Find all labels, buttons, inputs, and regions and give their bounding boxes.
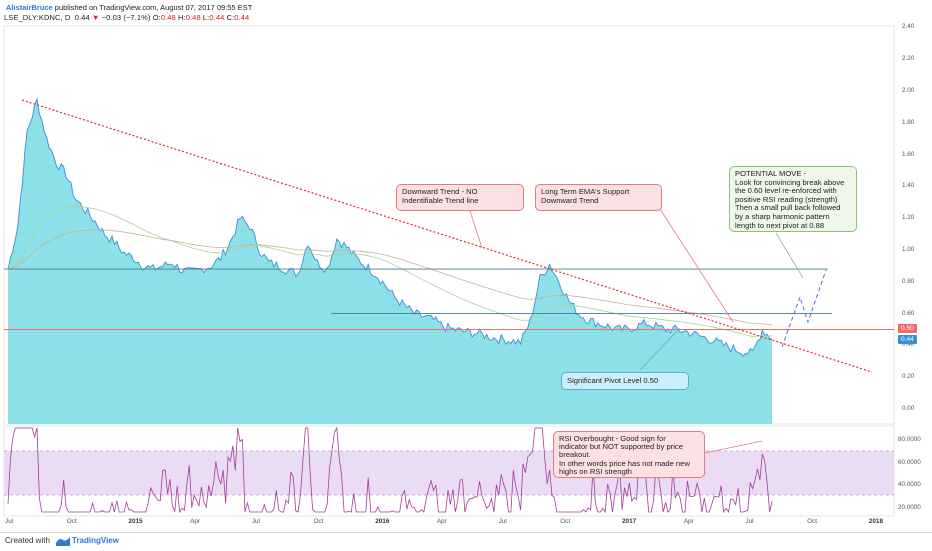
time-axis-label: Jul bbox=[251, 518, 260, 525]
ohlc-open: 0.48 bbox=[160, 13, 176, 22]
price-line bbox=[7, 97, 773, 357]
note-potential-move[interactable]: POTENTIAL MOVE - Look for convincing bre… bbox=[729, 166, 857, 232]
time-axis-label: Jul bbox=[745, 518, 754, 525]
price-axis-label: 2.00 bbox=[902, 87, 915, 94]
time-axis-label: 2018 bbox=[868, 518, 884, 525]
ohlc-close: 0.44 bbox=[234, 13, 250, 22]
publish-line: AlistairBruce published on TradingView.c… bbox=[6, 3, 252, 12]
callout-ema bbox=[659, 208, 734, 323]
ohlc-h-label: H: bbox=[178, 13, 186, 22]
note-ema-support[interactable]: Long Term EMA's Support Downward Trend bbox=[535, 184, 662, 211]
time-axis-label: Apr bbox=[683, 518, 694, 525]
price-tag-level: 0.50 bbox=[898, 324, 917, 333]
callout-downtrend bbox=[469, 210, 483, 249]
down-triangle-icon: ▼ bbox=[91, 13, 100, 22]
time-axis-label: Apr bbox=[436, 518, 447, 525]
time-axis-label: Oct bbox=[313, 518, 324, 525]
tradingview-logo-icon bbox=[56, 537, 70, 546]
price-axis-label: 0.80 bbox=[902, 277, 915, 285]
time-axis-label: 2015 bbox=[128, 518, 143, 525]
publish-info: published on TradingView.com, August 07,… bbox=[52, 3, 253, 12]
price-change: −0.03 (−7.1%) bbox=[101, 13, 151, 22]
ohlc-low: 0.44 bbox=[209, 13, 225, 22]
callout-rsi bbox=[704, 440, 763, 454]
symbol-line: LSE_DLY:KDNC, D 0.44 ▼ −0.03 (−7.1%) O:0… bbox=[4, 13, 249, 22]
downtrend-line[interactable] bbox=[21, 99, 873, 373]
time-axis-label: Jul bbox=[5, 518, 14, 525]
rsi-axis-label: 40.0000 bbox=[898, 481, 921, 488]
chart-header: AlistairBruce published on TradingView.c… bbox=[0, 0, 932, 26]
price-axis-label: 1.20 bbox=[902, 214, 915, 222]
ohlc-l-label: L: bbox=[202, 13, 210, 22]
time-axis-label: 2016 bbox=[375, 518, 390, 525]
price-tag-last: 0.44 bbox=[898, 335, 917, 344]
callout-pivot bbox=[639, 327, 681, 371]
price-axis-label: 2.20 bbox=[902, 55, 915, 63]
time-axis-label: 2017 bbox=[622, 518, 637, 525]
time-axis-label: Oct bbox=[66, 518, 77, 525]
price-axis-label: 1.00 bbox=[902, 246, 915, 253]
price-axis-label: 1.60 bbox=[902, 150, 915, 158]
price-axis-label: 0.20 bbox=[902, 373, 915, 381]
rsi-band bbox=[4, 451, 894, 495]
last-price: 0.44 bbox=[74, 13, 90, 22]
time-axis-label: Apr bbox=[190, 518, 201, 525]
time-axis-label: Oct bbox=[807, 518, 818, 525]
rsi-axis-label: 60.0000 bbox=[898, 458, 921, 466]
price-axis-label: 0.00 bbox=[902, 405, 915, 412]
projected-move-path[interactable] bbox=[781, 269, 827, 348]
price-axis-label: 2.40 bbox=[902, 23, 915, 31]
author-link[interactable]: AlistairBruce bbox=[6, 3, 53, 12]
rsi-axis-label: 80.0000 bbox=[898, 436, 921, 443]
ema-short-line bbox=[7, 206, 773, 337]
ohlc-high: 0.48 bbox=[185, 13, 201, 22]
ema-long-line bbox=[7, 229, 773, 326]
price-axis-label: 1.80 bbox=[902, 118, 915, 126]
note-pivot-level[interactable]: Significant Pivot Level 0.50 bbox=[561, 372, 689, 390]
tradingview-brand-link[interactable]: TradingView bbox=[72, 536, 119, 545]
time-axis-label: Jul bbox=[498, 518, 507, 525]
price-axis-label: 1.40 bbox=[902, 182, 915, 190]
rsi-axis-label: 20.0000 bbox=[898, 503, 921, 511]
note-rsi-overbought[interactable]: RSI Overbought - Good sign for indicator… bbox=[553, 431, 705, 478]
ohlc-c-label: C: bbox=[226, 13, 235, 22]
price-area bbox=[8, 99, 772, 424]
price-axis-label: 0.40 bbox=[902, 341, 915, 349]
time-axis-label: Oct bbox=[560, 518, 571, 525]
note-downtrend[interactable]: Downward Trend - NO Indentifiable Trend … bbox=[396, 184, 524, 211]
created-with-label: Created with bbox=[5, 536, 50, 545]
price-axis-label: 0.60 bbox=[902, 309, 915, 317]
footer: Created with TradingView bbox=[0, 532, 932, 551]
ohlc-o-label: O: bbox=[152, 13, 161, 22]
callout-potential bbox=[775, 232, 804, 279]
symbol-name[interactable]: LSE_DLY:KDNC, D bbox=[4, 13, 71, 22]
